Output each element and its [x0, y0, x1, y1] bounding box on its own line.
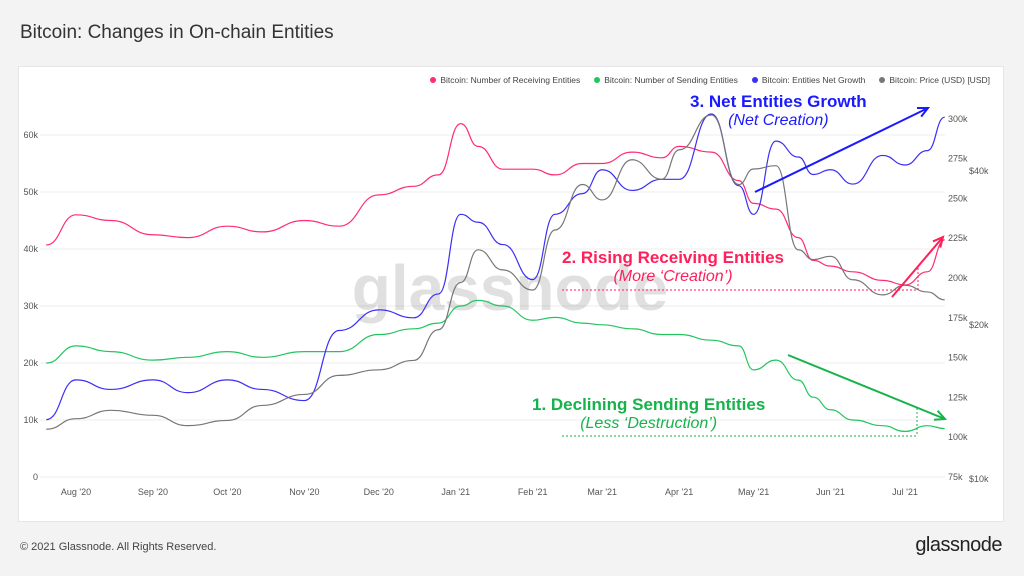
annotation-title: 1. Declining Sending Entities [532, 395, 766, 414]
y-left-tick-label: 60k [23, 130, 38, 140]
annotation-receiving: 2. Rising Receiving Entities (More ‘Crea… [562, 248, 784, 286]
legend: Bitcoin: Number of Receiving Entities Bit… [430, 75, 990, 85]
y-left-tick-label: 40k [23, 244, 38, 254]
y-right-tick-label: 225k [948, 233, 968, 243]
x-tick-label: Oct '20 [213, 487, 241, 497]
y-right-tick-label: 300k [948, 114, 968, 124]
legend-label: Bitcoin: Number of Sending Entities [604, 75, 738, 85]
legend-dot-icon [430, 77, 437, 83]
arrow-net-growth [754, 107, 929, 193]
y-price-tick-label: $20k [969, 320, 989, 330]
x-tick-label: Feb '21 [518, 487, 548, 497]
legend-label: Bitcoin: Entities Net Growth [761, 75, 866, 85]
legend-label: Bitcoin: Number of Receiving Entities [440, 75, 581, 85]
series-line-1 [46, 299, 945, 433]
y-left-tick-label: 50k [23, 187, 38, 197]
y-right-tick-label: 175k [948, 313, 968, 323]
y-right-tick-label: 250k [948, 193, 968, 203]
annotation-title: 3. Net Entities Growth [690, 92, 867, 111]
legend-item[interactable]: Bitcoin: Entities Net Growth [751, 75, 866, 85]
chart-title: Bitcoin: Changes in On-chain Entities [20, 22, 334, 43]
brand-logo: glassnode [915, 534, 1002, 556]
y-right-tick-label: 100k [948, 432, 968, 442]
x-tick-label: Sep '20 [138, 487, 168, 497]
series-line-0 [46, 122, 945, 286]
arrow-sending-head [933, 410, 948, 421]
y-right-tick-label: 75k [948, 472, 963, 482]
x-tick-label: Jun '21 [816, 487, 845, 497]
legend-dot-icon [879, 77, 886, 83]
y-left-tick-label: 0 [33, 472, 38, 482]
x-tick-label: Mar '21 [587, 487, 617, 497]
x-tick-label: Dec '20 [364, 487, 394, 497]
y-left-tick-label: 30k [23, 301, 38, 311]
y-left-tick-label: 10k [23, 415, 38, 425]
chart-panel [18, 66, 1004, 522]
series-line-2 [46, 113, 945, 421]
arrow-net-growth-head [916, 106, 931, 118]
annotation-sending: 1. Declining Sending Entities (Less ‘Des… [532, 395, 765, 433]
y-price-tick-label: $40k [969, 166, 989, 176]
legend-item[interactable]: Bitcoin: Number of Receiving Entities [430, 75, 580, 85]
annotation-title: 2. Rising Receiving Entities [562, 248, 785, 267]
arrow-receiving [891, 236, 944, 298]
x-tick-label: Aug '20 [61, 487, 91, 497]
y-right-tick-label: 200k [948, 273, 968, 283]
y-right-tick-label: 125k [948, 392, 968, 402]
x-tick-label: Jul '21 [892, 487, 918, 497]
x-tick-label: Jan '21 [441, 487, 470, 497]
y-price-tick-label: $10k [969, 474, 989, 484]
copyright: © 2021 Glassnode. All Rights Reserved. [20, 541, 217, 553]
legend-dot-icon [594, 77, 601, 83]
y-left-tick-label: 20k [23, 358, 38, 368]
annotation-subtitle: (Less ‘Destruction’) [580, 415, 718, 432]
watermark: glassnode [352, 252, 669, 324]
annotation-net-growth: 3. Net Entities Growth (Net Creation) [690, 92, 867, 130]
arrow-sending [787, 354, 946, 420]
legend-item[interactable]: Bitcoin: Price (USD) [USD] [879, 75, 990, 85]
y-right-tick-label: 275k [948, 154, 968, 164]
x-tick-label: May '21 [738, 487, 769, 497]
legend-dot-icon [751, 77, 758, 83]
arrow-receiving-head [932, 235, 945, 248]
annotation-subtitle: (Net Creation) [728, 112, 829, 129]
legend-label: Bitcoin: Price (USD) [USD] [889, 75, 990, 85]
series-line-3 [46, 114, 945, 430]
y-right-tick-label: 150k [948, 353, 968, 363]
x-tick-label: Apr '21 [665, 487, 693, 497]
annotation-subtitle: (More ‘Creation’) [613, 268, 733, 285]
legend-item[interactable]: Bitcoin: Number of Sending Entities [594, 75, 738, 85]
x-tick-label: Nov '20 [289, 487, 319, 497]
